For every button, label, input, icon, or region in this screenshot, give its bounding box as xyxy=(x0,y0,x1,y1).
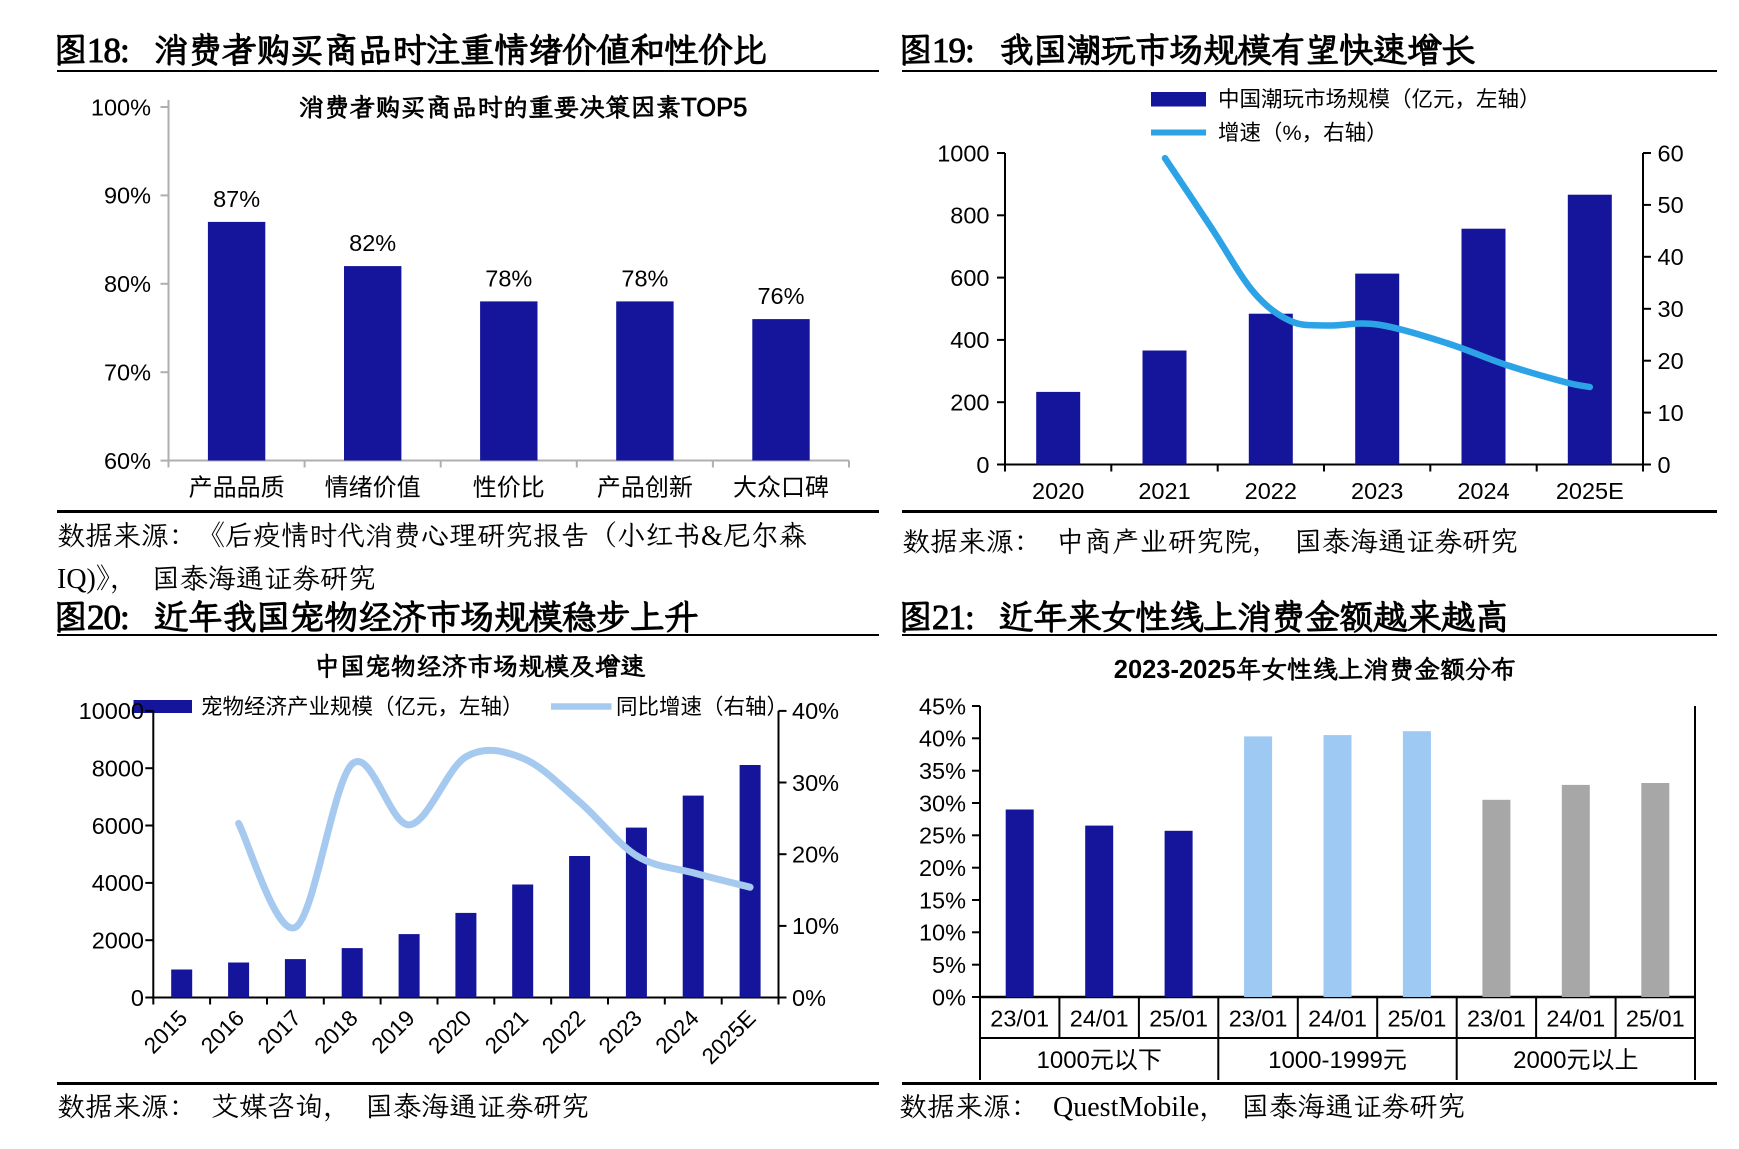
svg-text:10: 10 xyxy=(1658,400,1684,426)
svg-text:情绪价值: 情绪价值 xyxy=(325,475,421,502)
svg-text:24/01: 24/01 xyxy=(1070,1006,1129,1032)
svg-text:30%: 30% xyxy=(792,770,839,796)
svg-text:76%: 76% xyxy=(757,283,804,309)
svg-text:6000: 6000 xyxy=(92,813,144,839)
svg-text:性价比: 性价比 xyxy=(473,475,545,502)
svg-text:24/01: 24/01 xyxy=(1308,1006,1367,1032)
svg-text:50: 50 xyxy=(1658,192,1684,218)
svg-text:2023: 2023 xyxy=(1351,478,1403,504)
svg-text:2000元以上: 2000元以上 xyxy=(1513,1047,1638,1074)
svg-text:0%: 0% xyxy=(932,984,966,1010)
svg-text:82%: 82% xyxy=(349,230,396,256)
svg-text:80%: 80% xyxy=(104,271,151,297)
svg-text:20%: 20% xyxy=(919,855,966,881)
svg-text:23/01: 23/01 xyxy=(1467,1006,1526,1032)
svg-text:4000: 4000 xyxy=(92,870,144,896)
svg-text:2025E: 2025E xyxy=(697,1005,761,1069)
svg-text:600: 600 xyxy=(950,265,989,291)
svg-text:2018: 2018 xyxy=(310,1005,363,1058)
svg-text:2021: 2021 xyxy=(480,1005,533,1058)
svg-text:2000: 2000 xyxy=(92,928,144,954)
svg-text:0%: 0% xyxy=(792,985,826,1011)
svg-text:10%: 10% xyxy=(919,920,966,946)
svg-text:25/01: 25/01 xyxy=(1149,1006,1208,1032)
svg-text:产品创新: 产品创新 xyxy=(597,475,693,502)
svg-text:2024: 2024 xyxy=(1457,478,1509,504)
svg-text:产品品质: 产品品质 xyxy=(189,475,285,502)
svg-text:20: 20 xyxy=(1658,348,1684,374)
svg-text:100%: 100% xyxy=(91,94,151,120)
svg-text:15%: 15% xyxy=(919,887,966,913)
svg-text:24/01: 24/01 xyxy=(1546,1006,1605,1032)
svg-text:2022: 2022 xyxy=(1245,478,1297,504)
svg-text:35%: 35% xyxy=(919,758,966,784)
svg-text:45%: 45% xyxy=(919,693,966,719)
svg-text:0: 0 xyxy=(131,985,144,1011)
svg-text:2020: 2020 xyxy=(423,1005,476,1058)
svg-text:30%: 30% xyxy=(919,790,966,816)
svg-text:同比增速（右轴）: 同比增速（右轴） xyxy=(616,695,788,719)
svg-text:2019: 2019 xyxy=(367,1005,420,1058)
svg-text:23/01: 23/01 xyxy=(990,1006,1049,1032)
svg-text:87%: 87% xyxy=(213,186,260,212)
svg-text:90%: 90% xyxy=(104,183,151,209)
svg-text:40%: 40% xyxy=(919,726,966,752)
svg-text:宠物经济产业规模（亿元，左轴）: 宠物经济产业规模（亿元，左轴） xyxy=(201,695,524,719)
svg-text:2015: 2015 xyxy=(139,1005,192,1058)
svg-text:40%: 40% xyxy=(792,698,839,724)
svg-text:78%: 78% xyxy=(621,265,668,291)
svg-text:25/01: 25/01 xyxy=(1626,1006,1685,1032)
svg-text:2022: 2022 xyxy=(537,1005,590,1058)
svg-text:400: 400 xyxy=(950,327,989,353)
svg-text:25%: 25% xyxy=(919,823,966,849)
svg-text:2017: 2017 xyxy=(253,1005,306,1058)
svg-text:800: 800 xyxy=(950,203,989,229)
svg-text:70%: 70% xyxy=(104,360,151,386)
svg-text:60: 60 xyxy=(1658,140,1684,166)
svg-text:1000-1999元: 1000-1999元 xyxy=(1268,1047,1407,1074)
svg-text:1000: 1000 xyxy=(937,140,989,166)
svg-text:2020: 2020 xyxy=(1032,478,1084,504)
svg-text:0: 0 xyxy=(1658,452,1671,478)
svg-text:2023: 2023 xyxy=(594,1005,647,1058)
svg-text:2016: 2016 xyxy=(196,1005,249,1058)
svg-text:0: 0 xyxy=(976,452,989,478)
svg-text:60%: 60% xyxy=(104,448,151,474)
svg-text:78%: 78% xyxy=(485,265,532,291)
svg-text:30: 30 xyxy=(1658,296,1684,322)
svg-text:大众口碑: 大众口碑 xyxy=(733,475,829,502)
svg-text:中国潮玩市场规模（亿元，左轴）: 中国潮玩市场规模（亿元，左轴） xyxy=(1218,88,1541,112)
svg-text:20%: 20% xyxy=(792,842,839,868)
svg-text:200: 200 xyxy=(950,390,989,416)
svg-text:10%: 10% xyxy=(792,913,839,939)
svg-text:5%: 5% xyxy=(932,952,966,978)
svg-text:增速（%，右轴）: 增速（%，右轴） xyxy=(1218,121,1388,145)
svg-text:2024: 2024 xyxy=(651,1005,704,1058)
svg-text:25/01: 25/01 xyxy=(1387,1006,1446,1032)
svg-text:2021: 2021 xyxy=(1138,478,1190,504)
svg-text:10000: 10000 xyxy=(79,698,144,724)
svg-text:2025E: 2025E xyxy=(1556,478,1624,504)
svg-text:40: 40 xyxy=(1658,244,1684,270)
svg-text:1000元以下: 1000元以下 xyxy=(1037,1047,1162,1074)
svg-text:23/01: 23/01 xyxy=(1229,1006,1288,1032)
svg-text:8000: 8000 xyxy=(92,756,144,782)
